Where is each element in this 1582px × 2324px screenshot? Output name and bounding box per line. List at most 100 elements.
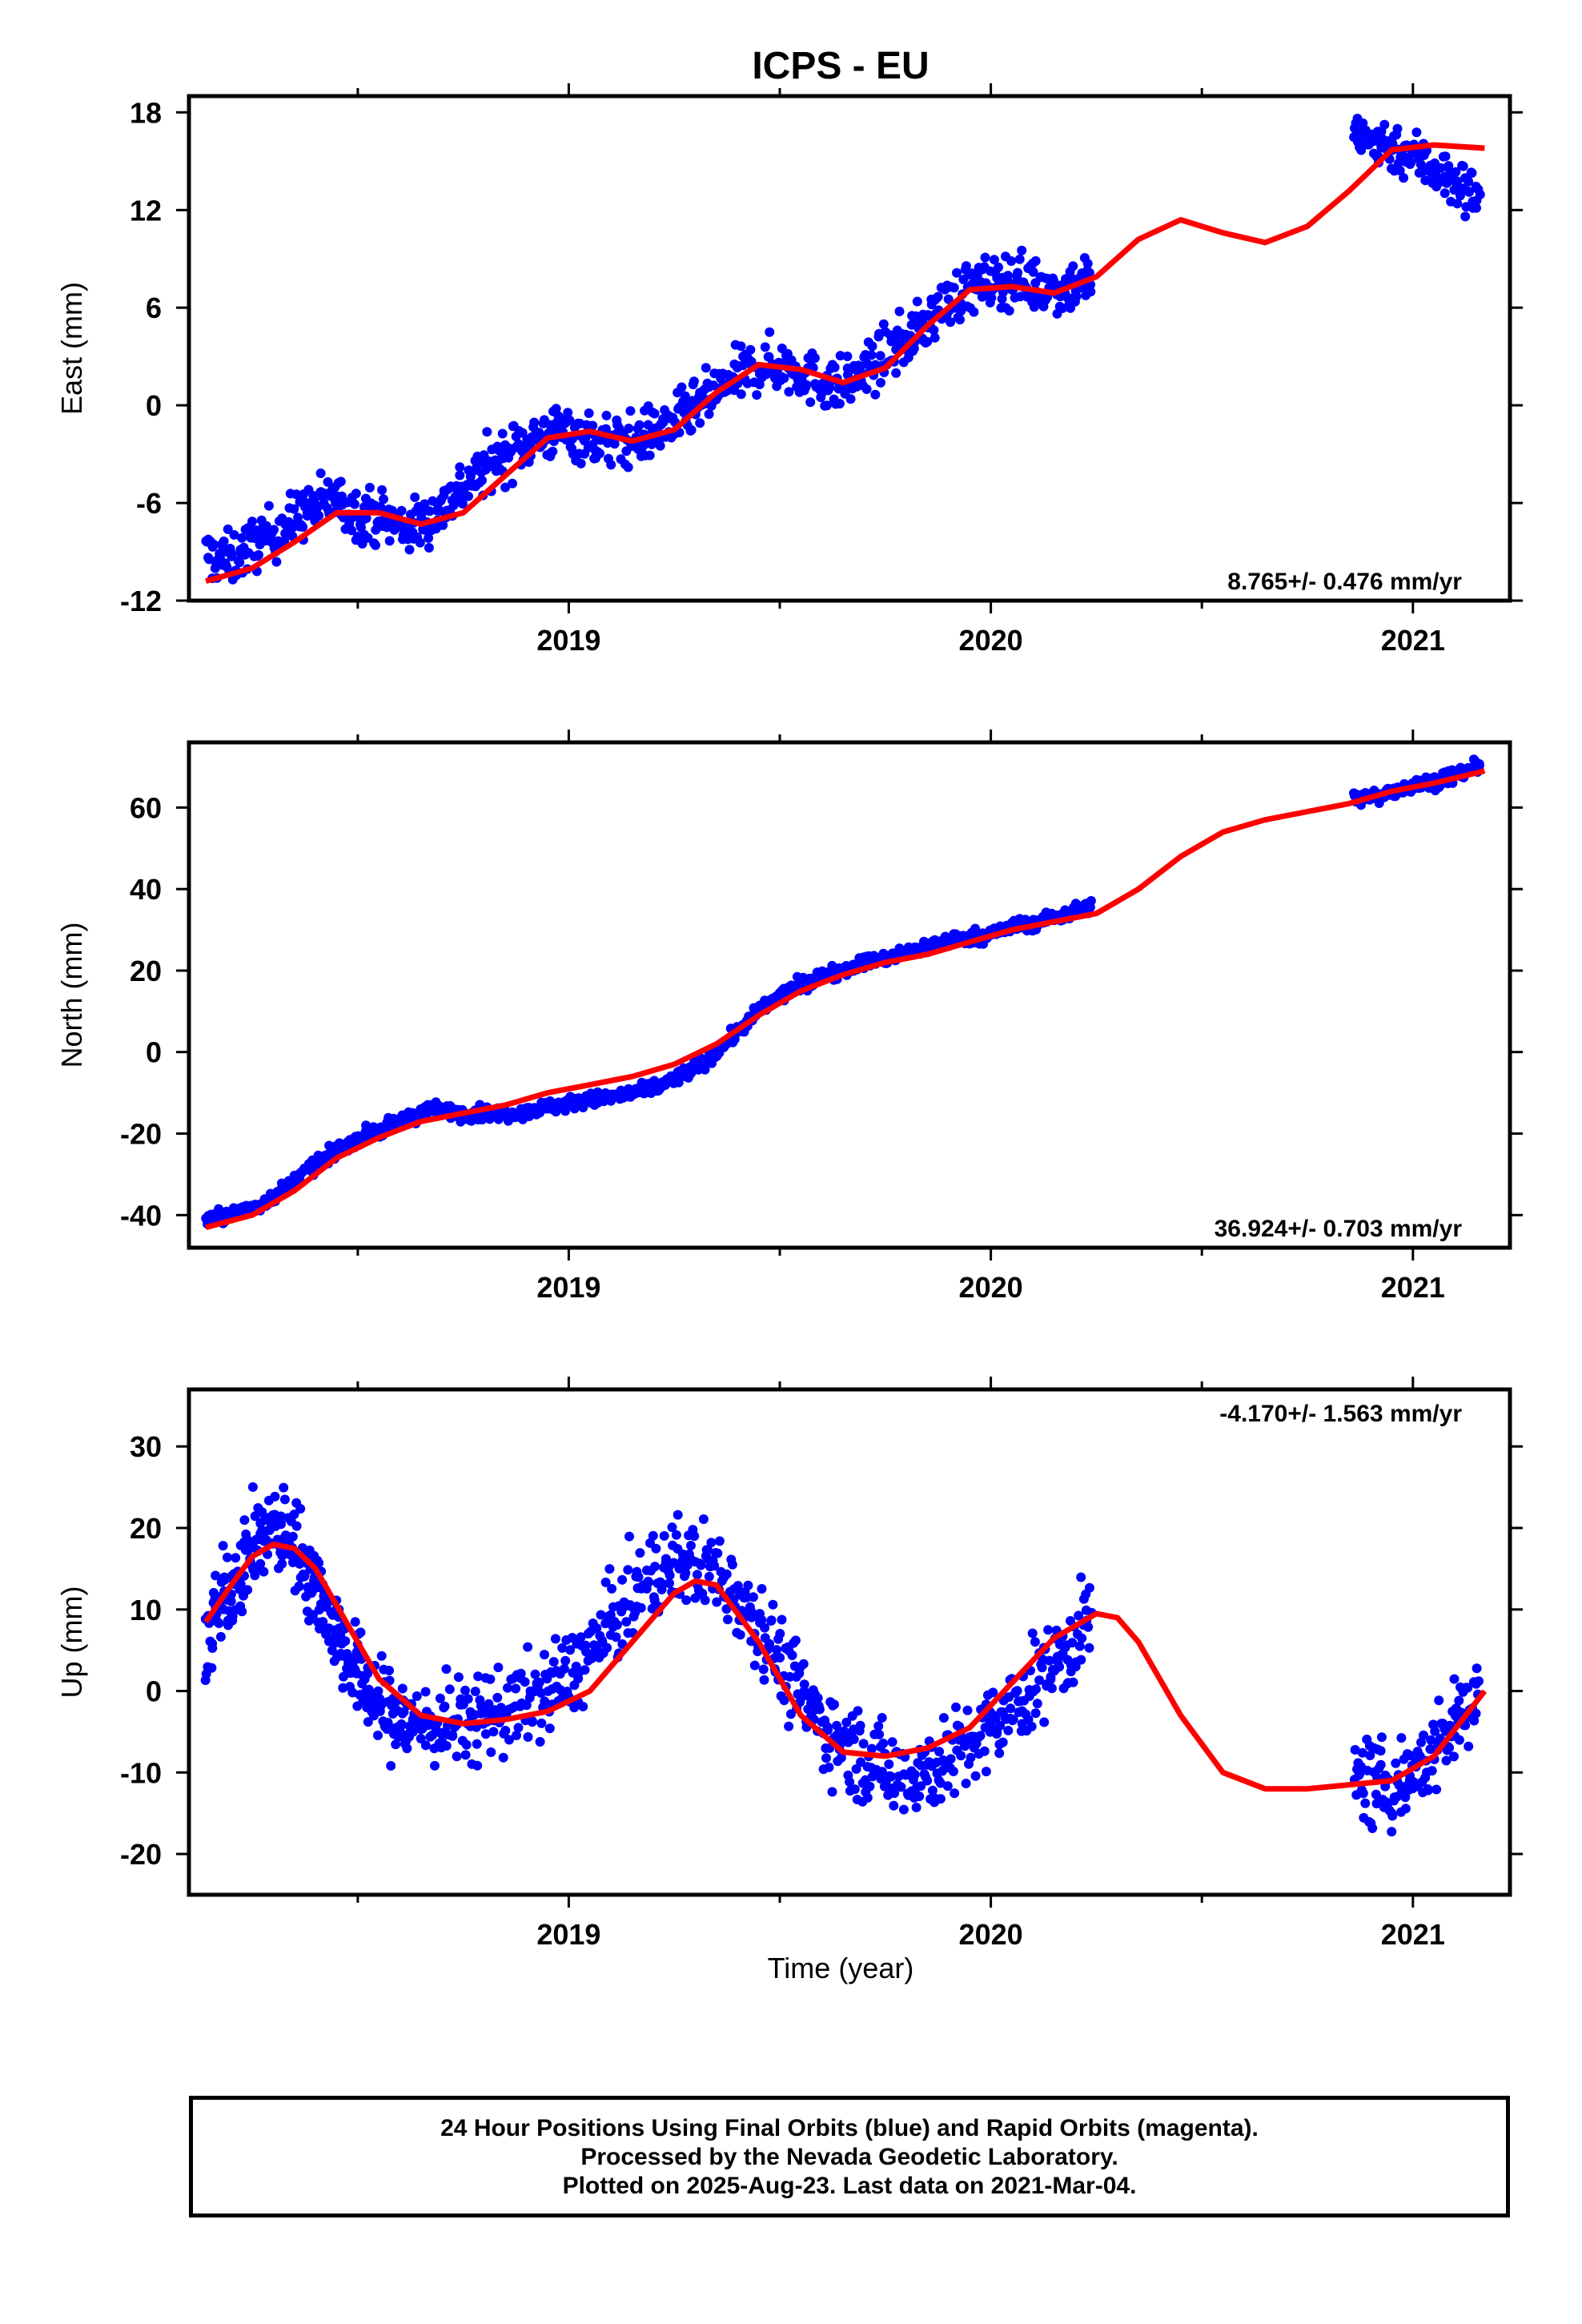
east-point	[655, 440, 665, 451]
up-point	[1426, 1735, 1436, 1745]
up-point	[384, 1666, 394, 1675]
east-point	[493, 445, 504, 456]
up-point	[995, 1720, 1006, 1731]
up-point	[760, 1622, 770, 1633]
up-point	[576, 1632, 586, 1642]
up-point	[1441, 1755, 1452, 1766]
east-point	[271, 557, 282, 567]
up-point	[498, 1752, 508, 1763]
east-point	[415, 537, 425, 548]
east-point	[765, 327, 775, 337]
east-point	[866, 350, 877, 360]
up-y-tick-label: -20	[120, 1838, 162, 1871]
north-data-points	[201, 754, 1484, 1229]
up-plot-frame	[187, 1387, 1512, 1897]
up-point	[602, 1642, 612, 1653]
up-point	[950, 1788, 960, 1799]
up-point	[948, 1767, 958, 1776]
up-point	[787, 1651, 797, 1660]
east-point	[861, 384, 872, 394]
east-point	[223, 524, 233, 534]
up-point	[397, 1683, 408, 1694]
up-point	[814, 1704, 825, 1715]
east-point	[876, 377, 885, 388]
east-point	[293, 513, 303, 523]
up-point	[523, 1732, 533, 1742]
east-point	[809, 353, 820, 364]
up-point	[914, 1791, 925, 1802]
east-y-tick-label: 0	[146, 389, 162, 422]
up-point	[1419, 1730, 1428, 1740]
east-point	[1460, 211, 1471, 222]
up-point	[889, 1800, 899, 1811]
up-point	[430, 1760, 440, 1771]
east-point	[1395, 166, 1405, 175]
up-point	[1074, 1610, 1084, 1621]
up-point	[757, 1584, 767, 1594]
up-point	[759, 1675, 769, 1685]
up-point	[314, 1558, 324, 1568]
up-point	[651, 1543, 661, 1554]
north-point	[1086, 895, 1096, 906]
east-point	[1411, 127, 1422, 138]
east-point	[994, 262, 1003, 272]
up-point	[689, 1531, 700, 1542]
up-point	[350, 1617, 360, 1627]
up-point	[938, 1713, 949, 1723]
north-x-tick-label: 2019	[536, 1271, 600, 1304]
up-point	[535, 1737, 545, 1747]
up-point	[612, 1620, 622, 1630]
up-point	[686, 1541, 696, 1550]
up-model-curve	[203, 1541, 1488, 1792]
east-point	[337, 491, 347, 501]
up-y-tick-label: 10	[130, 1594, 162, 1626]
up-point	[448, 1731, 458, 1741]
east-point	[736, 389, 746, 400]
north-model-curve	[205, 768, 1486, 1230]
up-point	[970, 1771, 981, 1781]
up-point	[766, 1615, 777, 1626]
up-point	[962, 1705, 973, 1715]
up-point	[643, 1576, 653, 1586]
up-point	[1008, 1715, 1018, 1725]
up-point	[721, 1569, 732, 1579]
east-point	[404, 545, 415, 555]
up-point	[635, 1548, 645, 1558]
up-point	[1430, 1726, 1440, 1736]
east-point	[576, 458, 586, 468]
north-y-tick-label: -20	[120, 1118, 162, 1151]
up-point	[623, 1565, 633, 1575]
up-point	[979, 1746, 990, 1756]
east-point	[955, 315, 965, 325]
up-point	[452, 1751, 462, 1762]
up-point	[1006, 1703, 1016, 1714]
up-point	[1449, 1751, 1459, 1762]
up-point	[470, 1687, 480, 1697]
up-point	[961, 1779, 971, 1788]
up-point	[560, 1655, 571, 1666]
up-point	[757, 1614, 767, 1625]
up-point	[935, 1778, 946, 1788]
figure-title: ICPS - EU	[752, 45, 929, 87]
up-point	[873, 1721, 884, 1731]
up-point	[898, 1804, 909, 1815]
east-point	[235, 557, 245, 568]
up-point	[520, 1677, 530, 1687]
up-point	[373, 1686, 383, 1696]
up-point	[1464, 1741, 1474, 1751]
up-point	[829, 1699, 839, 1710]
up-point	[441, 1741, 452, 1751]
up-point	[723, 1614, 733, 1625]
up-point	[981, 1767, 991, 1777]
up-point	[1076, 1655, 1086, 1665]
east-point	[929, 325, 939, 336]
up-point	[493, 1663, 504, 1673]
up-point	[849, 1784, 860, 1795]
north-y-tick-label: 0	[146, 1036, 162, 1069]
up-point	[207, 1643, 218, 1653]
east-point	[949, 283, 959, 293]
up-point	[607, 1583, 617, 1594]
up-point	[1400, 1792, 1411, 1803]
up-point	[211, 1570, 221, 1581]
up-point	[845, 1777, 855, 1787]
